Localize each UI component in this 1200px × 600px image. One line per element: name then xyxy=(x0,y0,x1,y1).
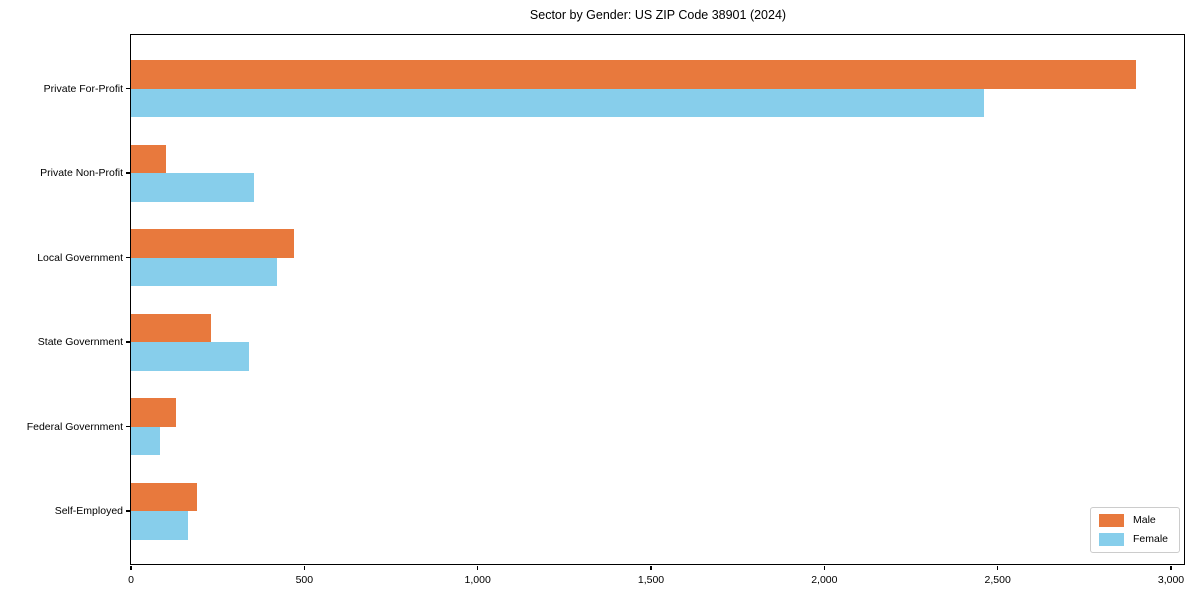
bar-female-state-government xyxy=(131,342,249,371)
x-axis-ticklabel-3000: 3,000 xyxy=(1157,574,1185,586)
bar-male-local-government xyxy=(131,229,294,258)
bar-female-federal-government xyxy=(131,426,161,455)
y-axis-tick xyxy=(125,425,130,428)
legend-label-male: Male xyxy=(1132,514,1156,526)
bar-female-self-employed xyxy=(131,511,189,540)
chart-title: Sector by Gender: US ZIP Code 38901 (202… xyxy=(529,8,787,22)
bar-male-private-for-profit xyxy=(131,60,1137,89)
x-axis-tick xyxy=(1170,565,1172,570)
bar-female-local-government xyxy=(131,257,277,286)
bar-female-private-for-profit xyxy=(131,88,984,117)
legend-entry-male: Male xyxy=(1098,514,1168,527)
x-axis-ticklabel-2500: 2,500 xyxy=(984,574,1011,586)
y-axis-tick xyxy=(125,87,130,90)
x-axis-tick xyxy=(130,565,132,570)
bar-male-private-non-profit xyxy=(131,144,166,173)
y-axis-label-federal-government: Federal Government xyxy=(26,420,123,433)
legend-label-female: Female xyxy=(1132,533,1168,545)
x-axis-ticklabel-500: 500 xyxy=(295,574,314,586)
bar-male-state-government xyxy=(131,313,211,342)
y-axis-label-private-non-profit: Private Non-Profit xyxy=(40,167,123,179)
y-axis-label-state-government: State Government xyxy=(37,336,123,348)
x-axis-tick xyxy=(823,565,826,570)
x-axis-ticklabel-2000: 2,000 xyxy=(811,574,838,586)
bar-male-self-employed xyxy=(131,482,197,511)
y-axis-label-self-employed: Self-Employed xyxy=(54,505,123,517)
plot-area: Male Female Private For-Profit Private No… xyxy=(27,34,1185,586)
legend-entry-female: Female xyxy=(1098,533,1168,546)
y-axis-label-private-for-profit: Private For-Profit xyxy=(43,82,123,95)
bar-male-federal-government xyxy=(131,398,177,427)
x-axis-ticklabel-1500: 1,500 xyxy=(637,574,665,586)
y-axis-label-local-government: Local Government xyxy=(37,251,123,264)
x-axis-tick xyxy=(650,565,652,570)
legend: Male Female xyxy=(1089,507,1180,553)
y-axis-tick xyxy=(125,510,130,512)
y-axis-tick xyxy=(125,341,130,343)
x-axis-tick xyxy=(476,565,479,570)
x-axis-tick xyxy=(996,565,999,570)
legend-swatch-female-icon xyxy=(1098,533,1124,546)
x-axis-tick xyxy=(303,565,306,570)
y-axis-tick xyxy=(125,172,130,174)
x-axis-ticklabel-0: 0 xyxy=(128,574,134,586)
bar-female-private-non-profit xyxy=(131,173,255,202)
legend-swatch-male-icon xyxy=(1098,514,1124,527)
x-axis-ticklabel-1000: 1,000 xyxy=(464,574,491,586)
y-axis-tick xyxy=(125,256,130,259)
